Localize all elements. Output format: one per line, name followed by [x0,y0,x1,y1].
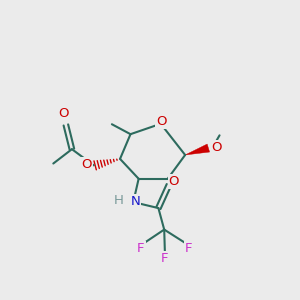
Text: O: O [211,141,222,154]
Text: H: H [114,194,124,207]
Text: O: O [81,158,92,171]
Text: F: F [161,252,169,265]
Text: O: O [156,115,166,128]
Polygon shape [185,144,210,155]
Text: F: F [137,242,145,255]
Text: N: N [130,195,140,208]
Text: O: O [58,107,69,120]
Text: O: O [169,175,179,188]
Text: F: F [185,242,193,255]
